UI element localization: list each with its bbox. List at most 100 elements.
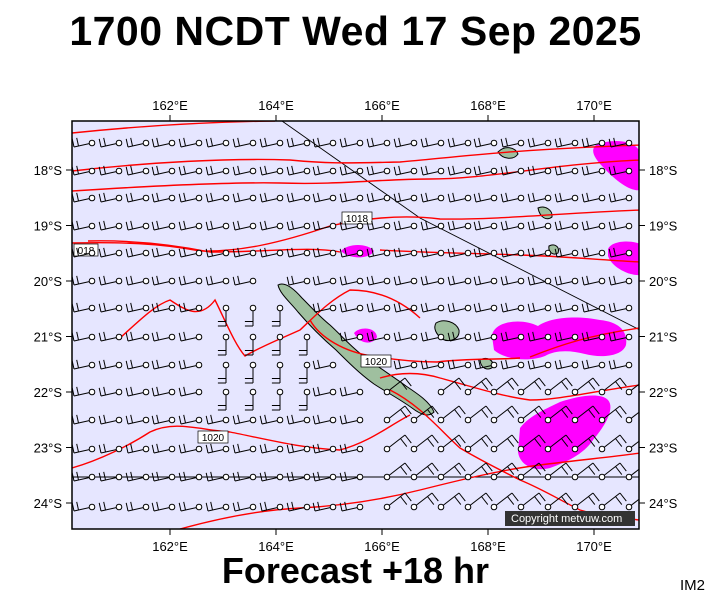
- wind-barb-feather: [478, 275, 481, 285]
- wind-barb-feather: [366, 138, 370, 148]
- wind-barb-feather: [507, 466, 515, 475]
- wind-barb-feather: [420, 193, 424, 203]
- station-circle: [571, 473, 579, 481]
- wind-barb-feather: [561, 381, 569, 390]
- wind-barb-feather: [398, 275, 401, 285]
- wind-barb-feather: [259, 415, 263, 425]
- station-circle: [276, 304, 284, 312]
- wind-barb-feather: [151, 221, 155, 231]
- station-circle: [142, 333, 150, 341]
- station-circle: [544, 445, 552, 453]
- bottom-lon-label: 166°E: [364, 539, 400, 554]
- wind-barb-feather: [264, 247, 267, 257]
- wind-barb: [386, 462, 406, 478]
- wind-barb-feather: [592, 462, 600, 472]
- wind-barb: [440, 462, 460, 478]
- wind-barb-feather: [454, 409, 462, 418]
- wind-barb-feather: [312, 303, 316, 313]
- station-circle: [571, 304, 579, 312]
- wind-barb-feather: [291, 137, 294, 147]
- station-circle: [168, 445, 176, 453]
- station-circle: [464, 416, 472, 424]
- wind-barb-feather: [205, 415, 209, 425]
- wind-barb-feather: [608, 276, 612, 286]
- station-circle: [490, 222, 498, 230]
- wind-barb-feather: [452, 247, 455, 257]
- wind-barb-feather: [232, 166, 236, 176]
- wind-barb-feather: [473, 276, 477, 286]
- station-circle: [88, 361, 96, 369]
- wind-barb-feather: [286, 415, 290, 425]
- wind-barb-feather: [237, 192, 240, 202]
- wind-barb: [386, 492, 406, 508]
- wind-barb-feather: [103, 302, 106, 312]
- station-circle: [517, 167, 525, 175]
- station-circle: [222, 249, 230, 257]
- station-circle: [517, 304, 525, 312]
- wind-barb-feather: [98, 502, 102, 512]
- wind-barb-feather: [125, 193, 129, 203]
- station-circle: [437, 388, 445, 396]
- wind-barb-feather: [619, 377, 627, 387]
- wind-barb-feather: [581, 303, 585, 313]
- wind-barb-feather: [561, 409, 569, 418]
- station-circle: [383, 249, 391, 257]
- wind-barb: [520, 377, 540, 393]
- wind-barb-feather: [454, 438, 462, 447]
- wind-barb-feather: [291, 220, 294, 230]
- wind-barb-feather: [183, 275, 186, 285]
- wind-barb-feather: [565, 434, 573, 444]
- wind-barb-feather: [125, 276, 129, 286]
- wind-barb-feather: [237, 443, 240, 453]
- wind-barb-feather: [581, 138, 585, 148]
- station-circle: [142, 388, 150, 396]
- station-circle: [222, 416, 230, 424]
- station-circle: [410, 139, 418, 147]
- wind-barb-feather: [178, 166, 182, 176]
- wind-barb-feather: [210, 192, 213, 202]
- wind-barb-feather: [505, 275, 508, 285]
- wind-barb-feather: [286, 444, 290, 454]
- wind-barb-feather: [76, 137, 79, 147]
- wind-barb-feather: [527, 138, 531, 148]
- wind-barb-feather: [205, 472, 209, 482]
- wind-barb: [386, 434, 406, 450]
- wind-barb-feather: [317, 471, 320, 481]
- wind-barb-feather: [156, 275, 159, 285]
- wind-barb-feather: [619, 405, 627, 415]
- wind-barb-feather: [371, 192, 374, 202]
- station-circle: [544, 304, 552, 312]
- wind-barb-feather: [527, 276, 531, 286]
- left-lat-label: 20°S: [34, 274, 63, 289]
- wind-barb-feather: [98, 303, 102, 313]
- station-circle: [437, 222, 445, 230]
- station-circle: [142, 473, 150, 481]
- wind-barb-feather: [581, 166, 585, 176]
- wind-barb-feather: [125, 360, 129, 370]
- wind-barb-feather: [592, 434, 600, 444]
- station-circle: [276, 445, 284, 453]
- wind-barb-feather: [183, 220, 186, 230]
- wind-barb-feather: [76, 220, 79, 230]
- wind-barb-feather: [527, 221, 531, 231]
- station-circle: [168, 416, 176, 424]
- wind-barb-feather: [339, 276, 343, 286]
- wind-barb-feather: [205, 221, 209, 231]
- station-circle: [625, 249, 633, 257]
- wind-barb-feather: [371, 165, 374, 175]
- wind-barb-feather: [393, 221, 397, 231]
- wind-barb-feather: [485, 405, 493, 415]
- wind-barb-feather: [366, 303, 370, 313]
- station-circle: [437, 416, 445, 424]
- station-circle: [88, 333, 96, 341]
- wind-barb-feather: [125, 502, 129, 512]
- station-circle: [598, 503, 606, 511]
- left-lat-label: 18°S: [34, 163, 63, 178]
- wind-barb-feather: [398, 192, 401, 202]
- wind-barb-feather: [473, 193, 477, 203]
- wind-barb-feather: [210, 471, 213, 481]
- wind-barb-feather: [130, 386, 133, 396]
- station-circle: [115, 249, 123, 257]
- wind-barb: [574, 377, 594, 393]
- station-circle: [222, 503, 230, 511]
